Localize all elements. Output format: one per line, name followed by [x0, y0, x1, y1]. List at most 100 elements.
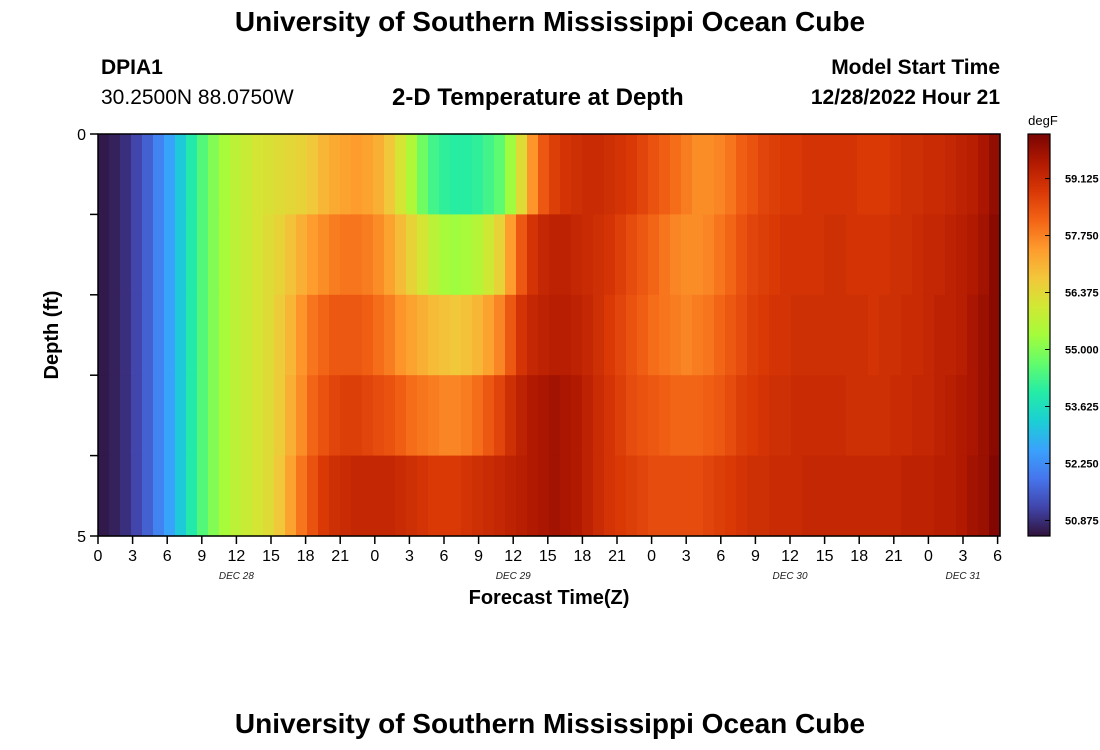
heatmap-cell — [714, 375, 726, 457]
heatmap-cell — [560, 294, 572, 376]
heatmap-cell — [857, 455, 869, 537]
heatmap-cell — [846, 375, 858, 457]
heatmap-cell — [395, 455, 407, 537]
heatmap-cell — [615, 214, 627, 296]
heatmap-cell — [208, 134, 220, 215]
heatmap-cell — [670, 375, 682, 457]
heatmap-cell — [593, 455, 605, 537]
heatmap-cell — [769, 375, 781, 457]
heatmap-cell — [659, 134, 671, 215]
heatmap-cell — [956, 455, 968, 537]
heatmap-cell — [703, 214, 715, 296]
heatmap-cell — [582, 214, 594, 296]
heatmap-cell — [923, 294, 935, 376]
heatmap-cell — [626, 134, 638, 215]
heatmap-cell — [846, 214, 858, 296]
x-tick-label: 9 — [474, 548, 483, 565]
heatmap-cell — [384, 214, 396, 296]
heatmap-cell — [604, 455, 616, 537]
heatmap-cell — [538, 455, 550, 537]
x-axis-label: Forecast Time(Z) — [469, 587, 630, 609]
heatmap-cell — [824, 294, 836, 376]
heatmap-cell — [813, 455, 825, 537]
heatmap-cell — [219, 375, 231, 457]
heatmap-cell — [538, 375, 550, 457]
heatmap-cell — [582, 375, 594, 457]
x-tick-label: 3 — [128, 548, 137, 565]
heatmap-cell — [131, 375, 143, 457]
heatmap-cell — [681, 214, 693, 296]
date-label: DEC 31 — [945, 571, 980, 582]
heatmap-cell — [791, 455, 803, 537]
heatmap-cell — [483, 375, 495, 457]
heatmap-cell — [571, 294, 583, 376]
model-start-value: 12/28/2022 Hour 21 — [810, 86, 1000, 109]
x-tick-label: 6 — [716, 548, 725, 565]
heatmap-cell — [263, 455, 275, 537]
heatmap-cell — [186, 375, 198, 457]
heatmap-cell — [824, 134, 836, 215]
heatmap-cell — [934, 134, 946, 215]
heatmap-cell — [516, 214, 528, 296]
heatmap-cell — [813, 214, 825, 296]
heatmap-cell — [681, 455, 693, 537]
heatmap-cell — [857, 294, 869, 376]
heatmap-cell — [230, 455, 242, 537]
heatmap-cell — [373, 214, 385, 296]
colorbar-unit: degF — [1028, 113, 1058, 128]
heatmap-cell — [241, 214, 253, 296]
heatmap-cell — [945, 134, 957, 215]
heatmap-cell — [813, 294, 825, 376]
heatmap-cell — [142, 375, 154, 457]
heatmap-cell — [461, 214, 473, 296]
heatmap-cell — [659, 455, 671, 537]
heatmap-cell — [890, 134, 902, 215]
heatmap-cell — [824, 455, 836, 537]
heatmap-cell — [131, 294, 143, 376]
date-label: DEC 29 — [496, 571, 531, 582]
heatmap-cell — [989, 375, 1001, 457]
heatmap-cell — [835, 455, 847, 537]
heatmap-cell — [230, 134, 242, 215]
heatmap-cell — [373, 294, 385, 376]
heatmap-cell — [120, 375, 132, 457]
heatmap-cell — [681, 375, 693, 457]
heatmap-cell — [615, 455, 627, 537]
heatmap-cell — [274, 214, 286, 296]
heatmap-cell — [527, 455, 539, 537]
heatmap-cell — [351, 294, 363, 376]
heatmap-cell — [692, 375, 704, 457]
heatmap-cell — [197, 294, 209, 376]
x-tick-label: 12 — [781, 548, 799, 565]
heatmap-cell — [725, 214, 737, 296]
heatmap-cell — [692, 134, 704, 215]
heatmap-cell — [329, 455, 341, 537]
heatmap-cell — [428, 455, 440, 537]
heatmap-cell — [648, 214, 660, 296]
heatmap-cell — [417, 134, 429, 215]
heatmap-cell — [945, 214, 957, 296]
heatmap-cell — [604, 134, 616, 215]
heatmap-cell — [384, 134, 396, 215]
heatmap-cell — [472, 134, 484, 215]
heatmap-cell — [780, 455, 792, 537]
heatmap-cell — [329, 214, 341, 296]
heatmap-cell — [879, 134, 891, 215]
heatmap-cell — [802, 134, 814, 215]
x-tick-label: 18 — [297, 548, 315, 565]
heatmap-cell — [813, 375, 825, 457]
heatmap-cell — [142, 134, 154, 215]
heatmap-cell — [98, 375, 110, 457]
heatmap-cell — [615, 294, 627, 376]
heatmap-cell — [483, 294, 495, 376]
heatmap-cell — [340, 214, 352, 296]
heatmap-cell — [318, 375, 330, 457]
colorbar-label: 52.250 — [1065, 458, 1099, 470]
heatmap-cell — [142, 294, 154, 376]
heatmap-cell — [439, 375, 451, 457]
heatmap-cell — [494, 455, 506, 537]
heatmap-cell — [923, 134, 935, 215]
heatmap-cell — [593, 294, 605, 376]
date-label: DEC 28 — [219, 571, 254, 582]
heatmap-cell — [329, 375, 341, 457]
